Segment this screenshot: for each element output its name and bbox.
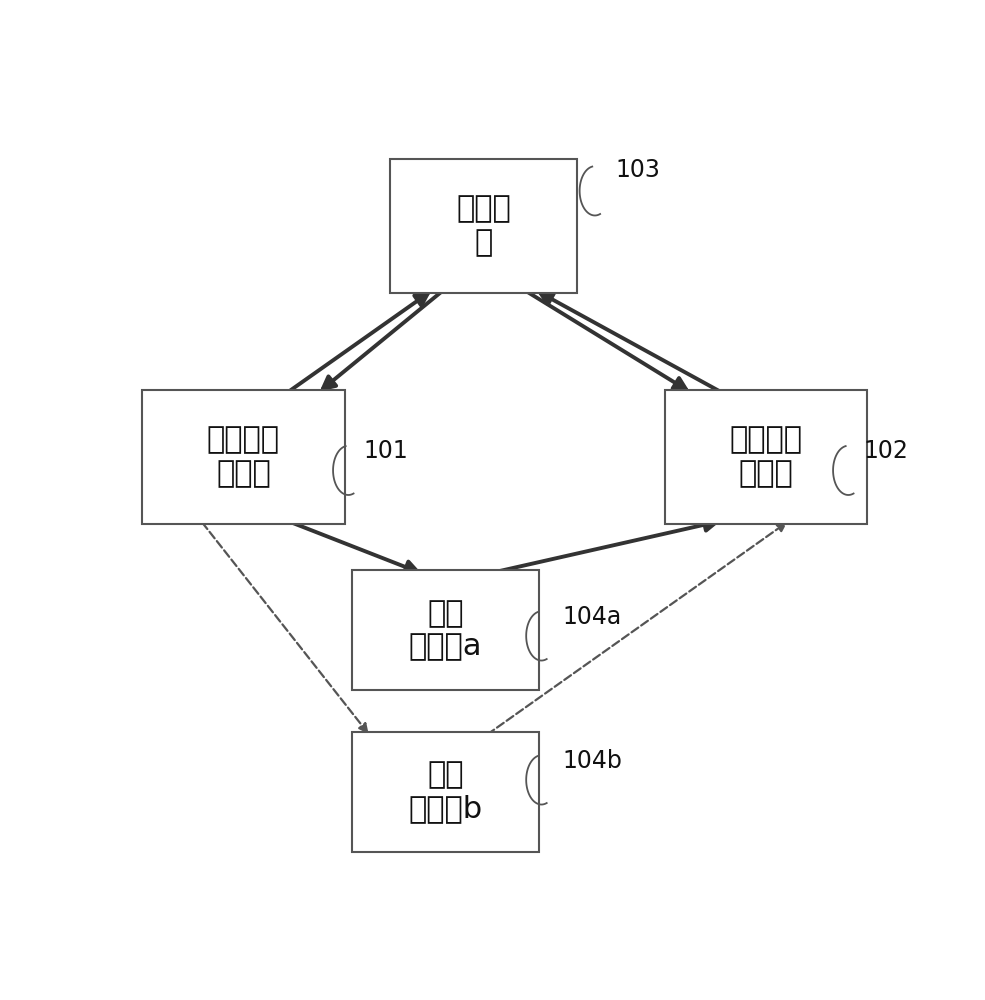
- Text: 第二消息
客户端: 第二消息 客户端: [730, 426, 803, 488]
- Text: 103: 103: [616, 158, 660, 182]
- Text: 第一消息
客户端: 第一消息 客户端: [207, 426, 280, 488]
- FancyBboxPatch shape: [142, 389, 345, 524]
- Text: 104a: 104a: [562, 605, 622, 629]
- Text: 104b: 104b: [562, 749, 622, 773]
- FancyBboxPatch shape: [665, 389, 868, 524]
- Text: 消息
中间件b: 消息 中间件b: [409, 761, 483, 823]
- Text: 消息
中间件a: 消息 中间件a: [409, 599, 483, 661]
- FancyBboxPatch shape: [353, 570, 539, 690]
- FancyBboxPatch shape: [390, 158, 577, 293]
- Text: 102: 102: [864, 439, 908, 463]
- FancyBboxPatch shape: [353, 732, 539, 852]
- Text: 配置中
心: 配置中 心: [456, 195, 511, 257]
- Text: 101: 101: [363, 439, 409, 463]
